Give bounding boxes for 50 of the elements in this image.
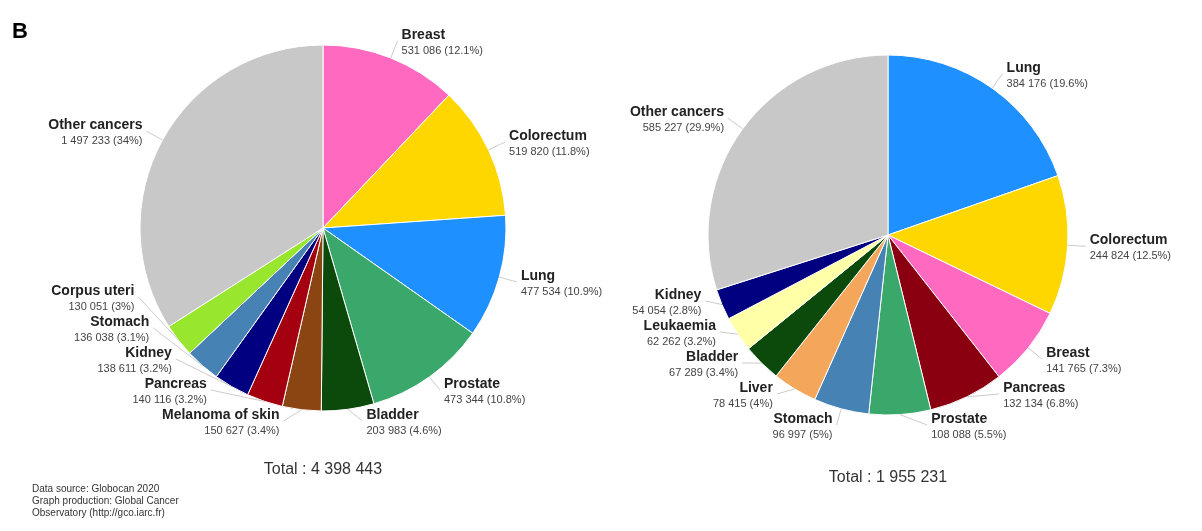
slice-label: Leukaemia — [643, 317, 717, 333]
slice-label: Kidney — [654, 286, 702, 302]
slice-label: Pancreas — [144, 375, 208, 391]
text: Graph production: Global Cancer — [32, 495, 180, 506]
slice-label: Prostate — [443, 375, 501, 391]
data-label: 138 611 (3.2%) — [97, 362, 172, 374]
slice-label: Colorectum — [509, 127, 587, 144]
slice-label: Stomach — [773, 410, 833, 426]
slice-label: Breast — [1046, 344, 1091, 361]
data-label: 78 415 (4%) — [712, 397, 773, 409]
data-label: 1 497 233 (34%) — [61, 134, 143, 147]
slice-label: Other cancers — [629, 103, 725, 120]
text: Observatory (http://gco.iarc.fr) — [32, 507, 165, 518]
source-note: Data source: Globocan 2020 — [32, 483, 160, 494]
text: Total : 4 398 443 — [263, 460, 383, 477]
data-label: 140 116 (3.2%) — [132, 393, 207, 405]
data-label: 62 262 (3.2%) — [646, 335, 716, 347]
data-label: 130 051 (3%) — [68, 300, 135, 312]
data-label: 531 086 (12.1%) — [401, 44, 483, 57]
data-label: 96 997 (5%) — [772, 428, 833, 440]
data-label: 203 983 (4.6%) — [366, 424, 442, 436]
slice-label: Pancreas — [1003, 379, 1066, 395]
slice-label: Lung — [520, 266, 556, 283]
data-label: 150 627 (3.4%) — [204, 424, 280, 436]
data-label: 473 344 (10.8%) — [443, 393, 526, 405]
data-label: 54 054 (2.8%) — [632, 304, 702, 316]
slice-label: Bladder — [686, 348, 739, 364]
data-label: 477 534 (10.9%) — [520, 284, 603, 297]
slice-label: Colorectum — [1089, 231, 1168, 248]
slice-label: Other cancers — [48, 116, 143, 133]
slice-label: Stomach — [90, 313, 150, 329]
data-label: 108 088 (5.5%) — [931, 428, 1007, 440]
slice-label: Corpus uteri — [51, 282, 135, 298]
data-label: 136 038 (3.1%) — [74, 331, 150, 343]
data-label: 519 820 (11.8%) — [509, 145, 590, 158]
text: Total : 1 955 231 — [828, 468, 948, 485]
slice-label: Melanoma of skin — [162, 406, 280, 422]
slice-label: Kidney — [125, 344, 173, 360]
slice-label: Prostate — [931, 410, 988, 426]
slice-label: Breast — [401, 26, 446, 43]
slice-label: Bladder — [366, 406, 420, 422]
slice-label: Lung — [1006, 58, 1041, 75]
data-label: 384 176 (19.6%) — [1006, 76, 1088, 89]
data-label: 244 824 (12.5%) — [1089, 249, 1172, 262]
data-label: 141 765 (7.3%) — [1046, 362, 1122, 375]
text: B — [12, 18, 28, 43]
data-label: 585 227 (29.9%) — [642, 121, 725, 134]
slice-label: Liver — [739, 379, 774, 395]
data-label: 132 134 (6.8%) — [1003, 397, 1079, 409]
data-label: 67 289 (3.4%) — [669, 366, 739, 378]
